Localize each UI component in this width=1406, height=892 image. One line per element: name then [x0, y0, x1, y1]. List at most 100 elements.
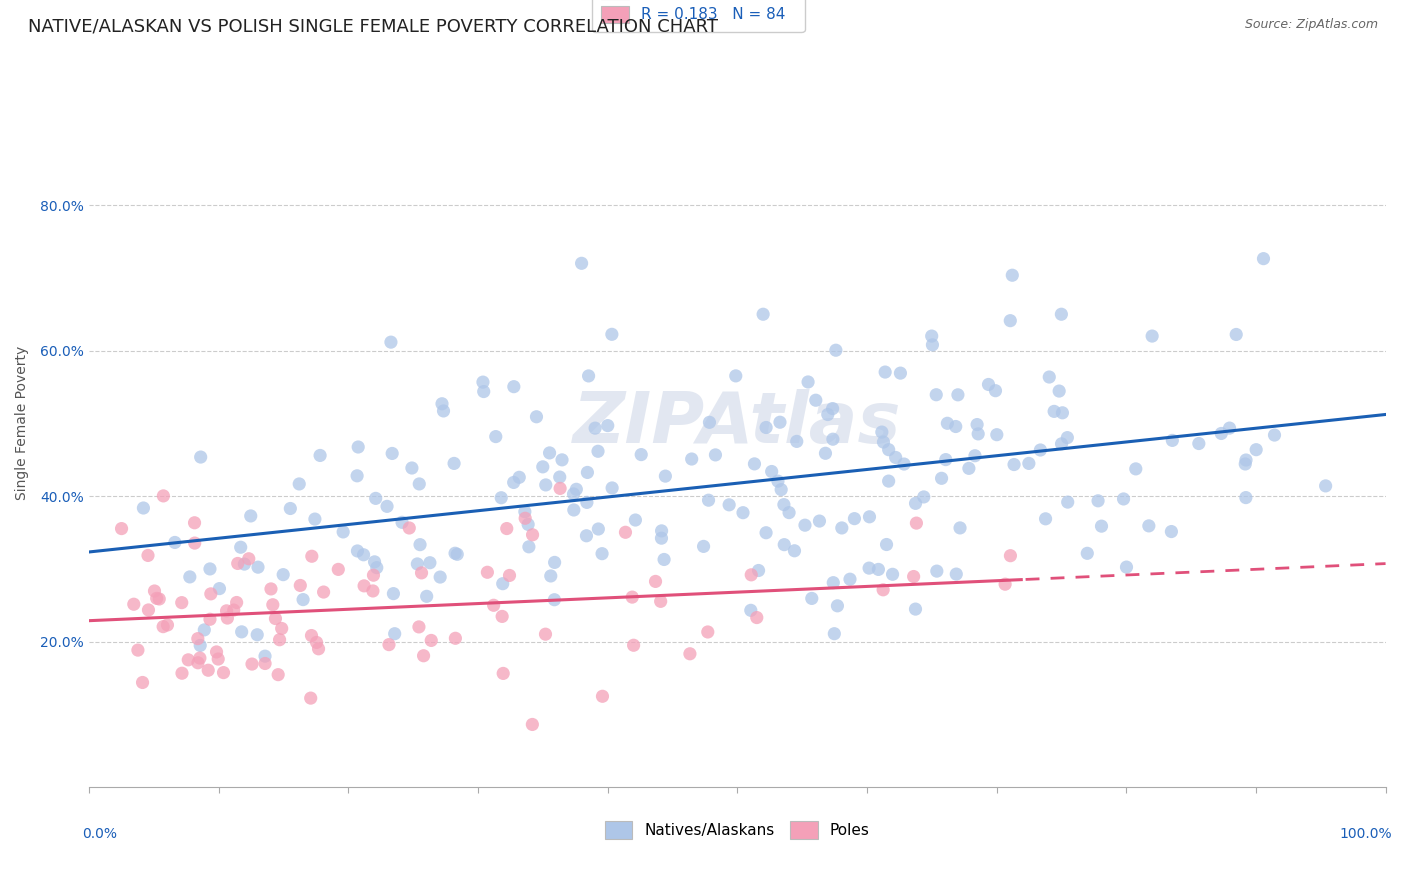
Point	[526, 409, 548, 424]
Point	[502, 379, 524, 393]
Point	[800, 591, 823, 606]
Point	[1056, 431, 1078, 445]
Point	[692, 540, 714, 554]
Point	[346, 544, 368, 558]
Point	[630, 448, 652, 462]
Point	[380, 335, 402, 350]
Point	[477, 566, 499, 580]
Point	[571, 256, 593, 270]
Point	[600, 481, 623, 495]
Point	[1043, 404, 1066, 418]
Point	[229, 540, 252, 554]
Point	[444, 546, 467, 560]
Point	[207, 652, 229, 666]
Point	[877, 442, 900, 457]
Point	[420, 633, 443, 648]
Point	[825, 343, 848, 358]
Point	[309, 449, 332, 463]
Point	[363, 568, 385, 582]
Point	[884, 450, 907, 465]
Point	[346, 468, 368, 483]
Point	[1056, 495, 1078, 509]
Point	[498, 568, 520, 582]
Point	[724, 368, 747, 383]
Point	[225, 595, 247, 609]
Point	[1000, 313, 1022, 327]
Point	[495, 522, 517, 536]
Point	[190, 450, 212, 464]
Point	[912, 490, 935, 504]
Point	[246, 628, 269, 642]
Point	[288, 477, 311, 491]
Point	[1315, 479, 1337, 493]
Point	[1112, 491, 1135, 506]
Point	[136, 549, 159, 563]
Point	[522, 528, 544, 542]
Point	[1253, 252, 1275, 266]
Point	[347, 440, 370, 454]
Point	[967, 426, 990, 441]
Point	[921, 329, 943, 343]
Point	[1052, 406, 1074, 420]
Point	[269, 632, 291, 647]
Point	[652, 552, 675, 566]
Point	[409, 538, 432, 552]
Point	[183, 536, 205, 550]
Point	[804, 393, 827, 408]
Point	[170, 596, 193, 610]
Point	[654, 469, 676, 483]
Point	[704, 448, 727, 462]
Point	[936, 417, 959, 431]
Point	[267, 667, 290, 681]
Point	[391, 516, 413, 530]
Point	[755, 420, 778, 434]
Point	[783, 543, 806, 558]
Point	[1076, 546, 1098, 560]
Point	[697, 493, 720, 508]
Point	[472, 384, 495, 399]
Point	[183, 516, 205, 530]
Point	[839, 572, 862, 586]
Point	[238, 551, 260, 566]
Point	[718, 498, 741, 512]
Point	[408, 620, 430, 634]
Point	[575, 529, 598, 543]
Point	[1160, 524, 1182, 539]
Point	[889, 366, 911, 380]
Point	[200, 587, 222, 601]
Point	[188, 639, 211, 653]
Point	[831, 521, 853, 535]
Point	[240, 657, 263, 671]
Point	[562, 503, 585, 517]
Point	[1047, 384, 1070, 398]
Point	[614, 525, 637, 540]
Point	[882, 567, 904, 582]
Point	[1225, 327, 1247, 342]
Point	[163, 535, 186, 549]
Point	[797, 375, 820, 389]
Point	[198, 562, 221, 576]
Point	[935, 452, 957, 467]
Point	[361, 584, 384, 599]
Point	[817, 408, 839, 422]
Point	[748, 564, 770, 578]
Point	[127, 643, 149, 657]
Point	[212, 665, 235, 680]
Point	[508, 470, 530, 484]
Point	[925, 564, 948, 578]
Point	[644, 574, 666, 589]
Point	[1087, 493, 1109, 508]
Point	[485, 429, 508, 443]
Point	[444, 632, 467, 646]
Point	[761, 465, 783, 479]
Point	[562, 487, 585, 501]
Point	[592, 690, 614, 704]
Point	[364, 491, 387, 506]
Point	[752, 307, 775, 321]
Point	[1001, 268, 1024, 283]
Point	[122, 597, 145, 611]
Point	[814, 446, 837, 460]
Point	[744, 457, 766, 471]
Point	[378, 638, 401, 652]
Point	[179, 570, 201, 584]
